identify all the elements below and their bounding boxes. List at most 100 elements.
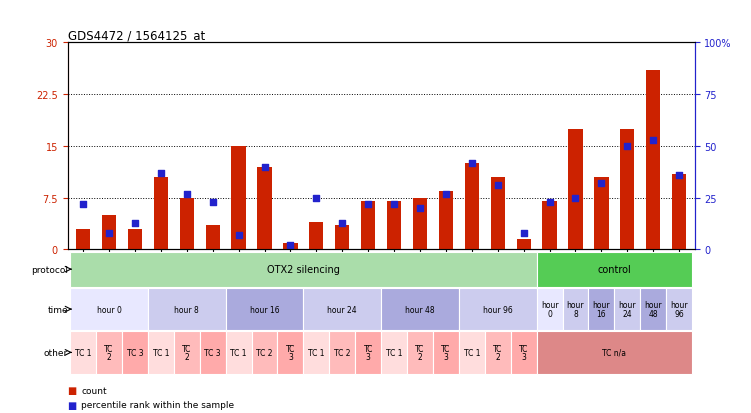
Point — [77, 201, 89, 208]
Bar — [122, 331, 148, 374]
Point — [258, 164, 270, 171]
Bar — [225, 288, 303, 330]
Text: protocol: protocol — [31, 265, 68, 274]
Text: TC 3: TC 3 — [127, 348, 143, 357]
Point — [155, 170, 167, 177]
Bar — [128, 229, 142, 250]
Bar — [517, 240, 531, 250]
Bar — [620, 129, 635, 250]
Text: TC 2: TC 2 — [334, 348, 351, 357]
Bar — [206, 226, 220, 250]
Text: TC
2: TC 2 — [182, 344, 192, 361]
Text: hour 96: hour 96 — [483, 305, 513, 314]
Bar — [589, 288, 614, 330]
Text: TC 1: TC 1 — [231, 348, 247, 357]
Bar — [70, 288, 148, 330]
Text: TC
3: TC 3 — [363, 344, 372, 361]
Text: TC
2: TC 2 — [493, 344, 502, 361]
Bar — [76, 229, 90, 250]
Bar — [490, 178, 505, 250]
Point — [233, 232, 245, 239]
Text: hour
16: hour 16 — [593, 301, 611, 318]
Point — [285, 242, 297, 249]
Bar — [70, 252, 537, 287]
Bar — [413, 198, 427, 250]
Text: hour
8: hour 8 — [567, 301, 584, 318]
Text: hour 8: hour 8 — [174, 305, 199, 314]
Text: TC 1: TC 1 — [75, 348, 92, 357]
Text: TC
3: TC 3 — [442, 344, 451, 361]
Text: count: count — [81, 386, 107, 395]
Point — [621, 143, 633, 150]
Text: hour
48: hour 48 — [644, 301, 662, 318]
Bar — [102, 216, 116, 250]
Bar — [641, 288, 666, 330]
Bar — [303, 288, 382, 330]
Bar — [485, 331, 511, 374]
Text: hour
96: hour 96 — [671, 301, 688, 318]
Bar — [439, 191, 453, 250]
Text: TC 3: TC 3 — [204, 348, 221, 357]
Bar — [646, 71, 660, 250]
Bar — [70, 331, 96, 374]
Text: OTX2 silencing: OTX2 silencing — [267, 264, 340, 275]
Point — [181, 191, 193, 197]
Bar — [614, 288, 641, 330]
Bar — [465, 164, 479, 250]
Text: TC
2: TC 2 — [104, 344, 113, 361]
Bar — [96, 331, 122, 374]
Bar — [387, 202, 401, 250]
Text: TC 1: TC 1 — [386, 348, 403, 357]
Bar — [154, 178, 168, 250]
Point — [362, 201, 374, 208]
Text: time: time — [47, 305, 68, 314]
Bar — [459, 331, 485, 374]
Point — [673, 172, 685, 179]
Text: control: control — [598, 264, 632, 275]
Text: TC 1: TC 1 — [308, 348, 324, 357]
Bar — [148, 331, 173, 374]
Bar — [329, 331, 355, 374]
Point — [569, 195, 581, 202]
Text: TC
3: TC 3 — [519, 344, 529, 361]
Text: TC
3: TC 3 — [285, 344, 295, 361]
Point — [207, 199, 219, 206]
Bar — [594, 178, 608, 250]
Point — [129, 220, 141, 226]
Bar — [200, 331, 225, 374]
Text: hour 0: hour 0 — [97, 305, 122, 314]
Point — [544, 199, 556, 206]
Point — [440, 191, 452, 197]
Bar — [277, 331, 303, 374]
Bar — [672, 174, 686, 250]
Text: TC n/a: TC n/a — [602, 348, 626, 357]
Bar — [309, 222, 324, 250]
Bar — [179, 198, 194, 250]
Bar — [173, 331, 200, 374]
Bar — [231, 147, 246, 250]
Point — [647, 137, 659, 144]
Bar — [569, 129, 583, 250]
Bar — [542, 202, 556, 250]
Text: GDS4472 / 1564125_at: GDS4472 / 1564125_at — [68, 29, 205, 42]
Point — [310, 195, 322, 202]
Bar — [355, 331, 382, 374]
Point — [596, 180, 608, 187]
Text: hour 48: hour 48 — [406, 305, 435, 314]
Point — [336, 220, 348, 226]
Bar — [537, 331, 692, 374]
Bar — [361, 202, 376, 250]
Point — [466, 160, 478, 166]
Bar — [283, 243, 297, 250]
Bar — [225, 331, 252, 374]
Text: TC 2: TC 2 — [256, 348, 273, 357]
Bar — [382, 331, 407, 374]
Text: other: other — [44, 348, 68, 357]
Point — [517, 230, 529, 237]
Text: TC 1: TC 1 — [463, 348, 480, 357]
Point — [492, 183, 504, 189]
Bar — [459, 288, 537, 330]
Text: percentile rank within the sample: percentile rank within the sample — [81, 400, 234, 409]
Text: TC 1: TC 1 — [152, 348, 169, 357]
Text: hour 24: hour 24 — [327, 305, 357, 314]
